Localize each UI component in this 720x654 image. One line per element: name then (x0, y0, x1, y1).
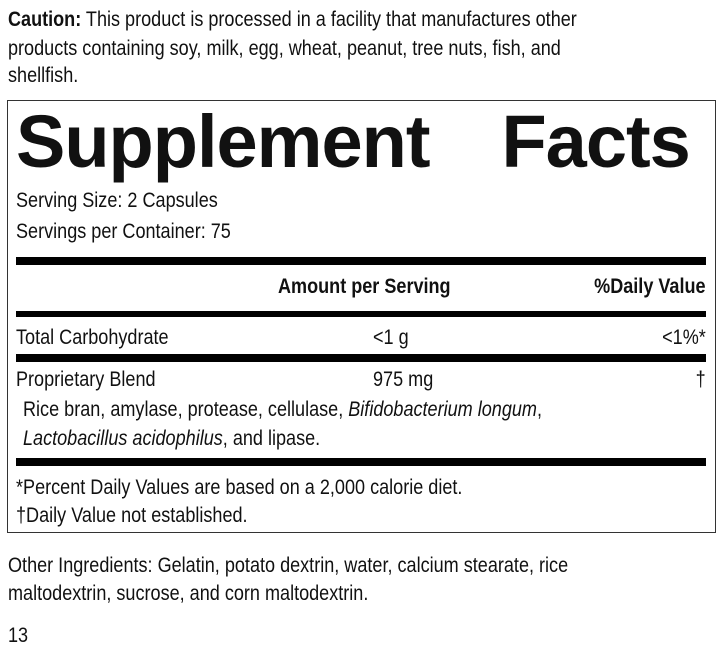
caution-text: This product is processed in a facility … (81, 8, 577, 31)
row-name: Total Carbohydrate (16, 326, 169, 349)
header-daily-value: %Daily Value (594, 275, 706, 298)
footnote-percent-dv: *Percent Daily Values are based on a 2,0… (16, 476, 463, 499)
title-word-2: Facts (501, 100, 690, 183)
serving-size: Serving Size: 2 Capsules (16, 189, 218, 212)
divider-thick (16, 354, 706, 362)
title-word-1: Supplement (16, 100, 430, 183)
page-number: 13 (8, 624, 29, 647)
servings-per-container: Servings per Container: 75 (16, 220, 231, 243)
blend-ingredients-line-2: Lactobacillus acidophilus, and lipase. (23, 427, 321, 450)
caution-line-2: products containing soy, milk, egg, whea… (8, 37, 561, 60)
other-ingredients-line-2: maltodextrin, sucrose, and corn maltodex… (8, 582, 369, 605)
divider-thick (16, 458, 706, 466)
row-name: Proprietary Blend (16, 368, 156, 391)
row-amount: <1 g (373, 326, 409, 349)
row-dv: <1%* (662, 326, 706, 349)
panel-title: Supplement Facts (16, 100, 691, 183)
header-amount: Amount per Serving (278, 275, 451, 298)
row-dv: † (695, 368, 706, 391)
caution-label: Caution: (8, 8, 82, 31)
divider-medium (16, 311, 706, 317)
row-amount: 975 mg (373, 368, 434, 391)
divider-thick (16, 257, 706, 265)
supplement-facts-panel (7, 100, 716, 533)
caution-line-3: shellfish. (8, 64, 79, 87)
blend-ingredients-line-1: Rice bran, amylase, protease, cellulase,… (23, 398, 542, 421)
caution-line-1: Caution: This product is processed in a … (8, 8, 577, 32)
footnote-dagger: †Daily Value not established. (16, 504, 248, 527)
other-ingredients-line-1: Other Ingredients: Gelatin, potato dextr… (8, 554, 569, 577)
